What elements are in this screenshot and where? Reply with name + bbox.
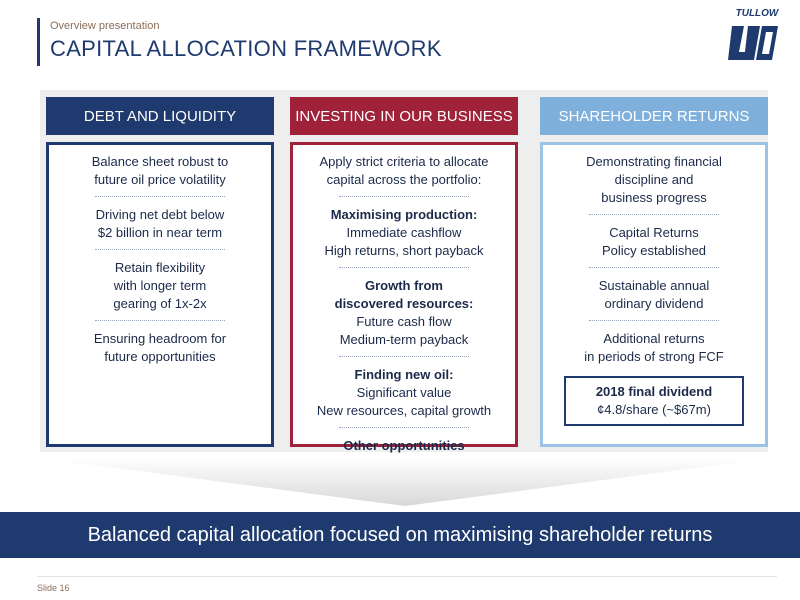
divider [339,267,469,268]
divider [95,320,225,321]
list-item: Growth from discovered resources: Future… [303,277,505,349]
slide-number: Slide 16 [37,583,70,593]
logo-mark-icon [728,26,778,60]
investing-heading: INVESTING IN OUR BUSINESS [290,97,518,135]
divider [589,320,719,321]
dividend-title: 2018 final dividend [595,384,713,399]
summary-banner: Balanced capital allocation focused on m… [0,512,800,558]
debt-liquidity-body: Balance sheet robust to future oil price… [46,142,274,447]
list-item: Capital Returns Policy established [601,225,707,258]
list-item: Ensuring headroom for future opportuniti… [93,331,227,364]
list-item: Sustainable annual ordinary dividend [598,278,710,311]
summary-banner-text: Balanced capital allocation focused on m… [87,523,713,546]
shareholder-returns-body: Demonstrating financial discipline and b… [540,142,768,447]
divider [95,196,225,197]
tullow-logo-icon: TULLOW [723,8,791,66]
debt-liquidity-column: DEBT AND LIQUIDITY Balance sheet robust … [46,97,274,447]
presentation-subtitle: Overview presentation [50,20,160,32]
divider [589,214,719,215]
section-heading: discovered resources: [334,296,474,311]
list-item: Driving net debt below $2 billion in nea… [95,207,225,240]
divider [339,356,469,357]
section-heading: Maximising production: [330,207,478,222]
shareholder-returns-heading: SHAREHOLDER RETURNS [540,97,768,135]
logo-wordmark: TULLOW [735,8,779,19]
page-title: CAPITAL ALLOCATION FRAMEWORK [50,36,442,61]
dividend-value: ¢4.8/share (~$67m) [597,402,711,417]
list-item: Demonstrating financial discipline and b… [586,154,722,205]
list-item: Additional returns in periods of strong … [584,331,724,364]
shareholder-returns-column: SHAREHOLDER RETURNS Demonstrating financ… [540,97,768,447]
investing-body: Apply strict criteria to allocate capita… [290,142,518,453]
list-item: Finding new oil: Significant value New r… [303,366,505,420]
divider [339,196,469,197]
investing-column: INVESTING IN OUR BUSINESS Apply strict c… [290,97,518,453]
debt-liquidity-heading: DEBT AND LIQUIDITY [46,97,274,135]
section-heading: Other opportunities [343,438,465,453]
divider [95,249,225,250]
chevron-arrow-icon [40,458,770,506]
title-accent-bar [37,18,40,66]
section-heading: Growth from [365,278,443,293]
investing-intro: Apply strict criteria to allocate capita… [319,154,489,187]
list-item: Other opportunities [303,437,505,455]
list-item: Maximising production: Immediate cashflo… [303,206,505,260]
footer-divider [37,576,777,577]
list-item: Balance sheet robust to future oil price… [91,154,229,187]
section-heading: Finding new oil: [354,367,454,382]
divider [589,267,719,268]
divider [339,427,469,428]
dividend-callout: 2018 final dividend ¢4.8/share (~$67m) [564,376,744,426]
list-item: Retain flexibility with longer term gear… [113,260,207,311]
